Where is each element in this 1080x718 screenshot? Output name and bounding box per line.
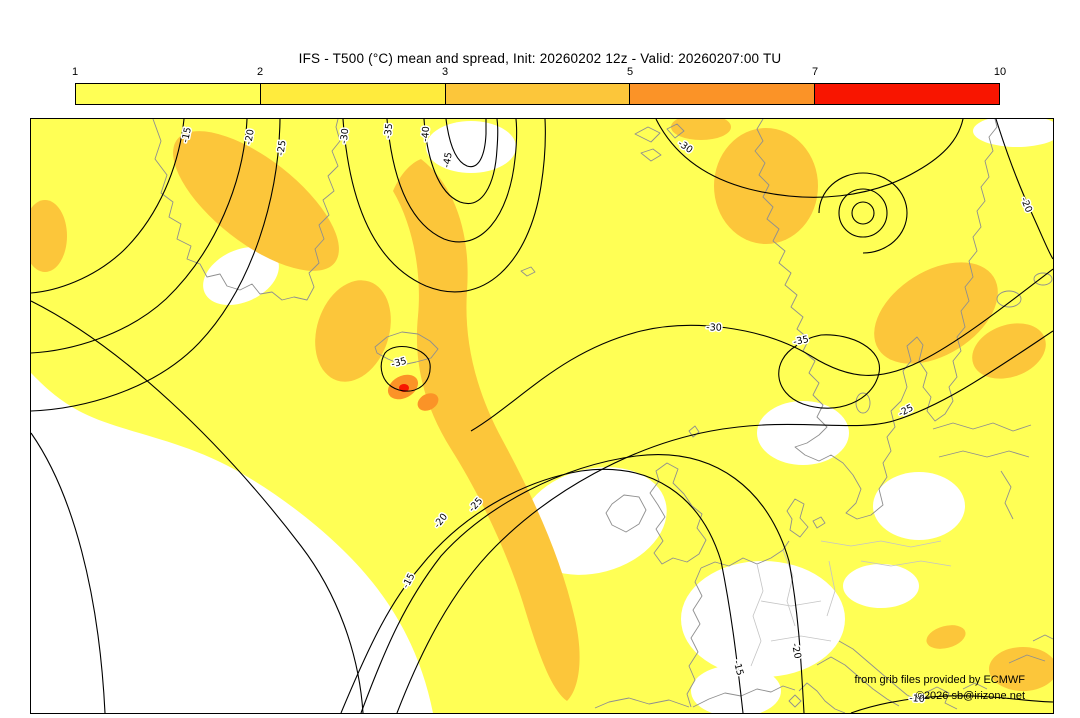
contour-label: -10 xyxy=(909,693,925,705)
colorbar-bar xyxy=(75,83,1000,105)
colorbar-tick-label: 3 xyxy=(441,66,449,78)
colorbar-tick-label: 10 xyxy=(993,66,1007,78)
colorbar-segment xyxy=(76,84,261,104)
jan-mayen-coast xyxy=(520,266,536,277)
contour-label: -20 xyxy=(789,642,803,659)
map-frame: -15 -20 -25 -30 -35 -40 -45 -30 -20 -35 -30 -35 -25-… xyxy=(30,118,1054,714)
colorbar-segment xyxy=(260,84,446,104)
greenland-coast xyxy=(152,119,341,301)
colorbar-ticks: 1 2 3 5 7 10 xyxy=(71,66,1006,83)
contour-label: -35 xyxy=(383,123,396,140)
colorbar-tick-label: 2 xyxy=(256,66,264,78)
credit-author: ©2026 sb@irizone.net xyxy=(915,690,1025,702)
contour-label: -30 xyxy=(706,322,722,334)
weather-map-canvas: -15 -20-25-30 -35 -40-45-30-20-35-30-35-25-… xyxy=(31,119,1053,713)
contour-label: -15 xyxy=(180,126,194,143)
spread-colorbar: 1 2 3 5 7 10 xyxy=(71,66,1006,105)
country-borders xyxy=(750,540,952,667)
lake xyxy=(1033,272,1053,286)
colorbar-segment xyxy=(630,84,816,104)
contour-label: -35 xyxy=(792,334,809,348)
credit-ecmwf: from grib files provided by ECMWF xyxy=(854,674,1025,686)
lake xyxy=(996,290,1022,308)
colorbar-tick-label: 1 xyxy=(71,66,79,78)
colorbar-segment xyxy=(445,84,631,104)
scandinavia-coast xyxy=(754,119,998,520)
coastline-layer xyxy=(152,119,1053,713)
mediterranean-coast xyxy=(692,634,1053,713)
europe-coast xyxy=(594,540,790,709)
colorbar-tick-label: 7 xyxy=(811,66,819,78)
contour-layer xyxy=(31,119,1053,713)
lake xyxy=(855,392,871,414)
svalbard-coast xyxy=(634,123,685,162)
colorbar-segment xyxy=(815,84,999,104)
baltic-coast xyxy=(932,422,1032,520)
contour-label: -45 xyxy=(441,151,455,168)
denmark-coast xyxy=(786,498,826,538)
spread-fill-layer xyxy=(31,119,1053,713)
chart-title: IFS - T500 (°C) mean and spread, Init: 2… xyxy=(298,51,782,66)
contour-label: -40 xyxy=(420,126,432,142)
contour-label: -30 xyxy=(339,128,352,145)
colorbar-tick-label: 5 xyxy=(626,66,634,78)
contour-label: -25 xyxy=(275,140,288,157)
ireland-coast xyxy=(605,494,647,533)
iceland-coast xyxy=(374,331,439,366)
contour-label: -20 xyxy=(243,128,257,145)
